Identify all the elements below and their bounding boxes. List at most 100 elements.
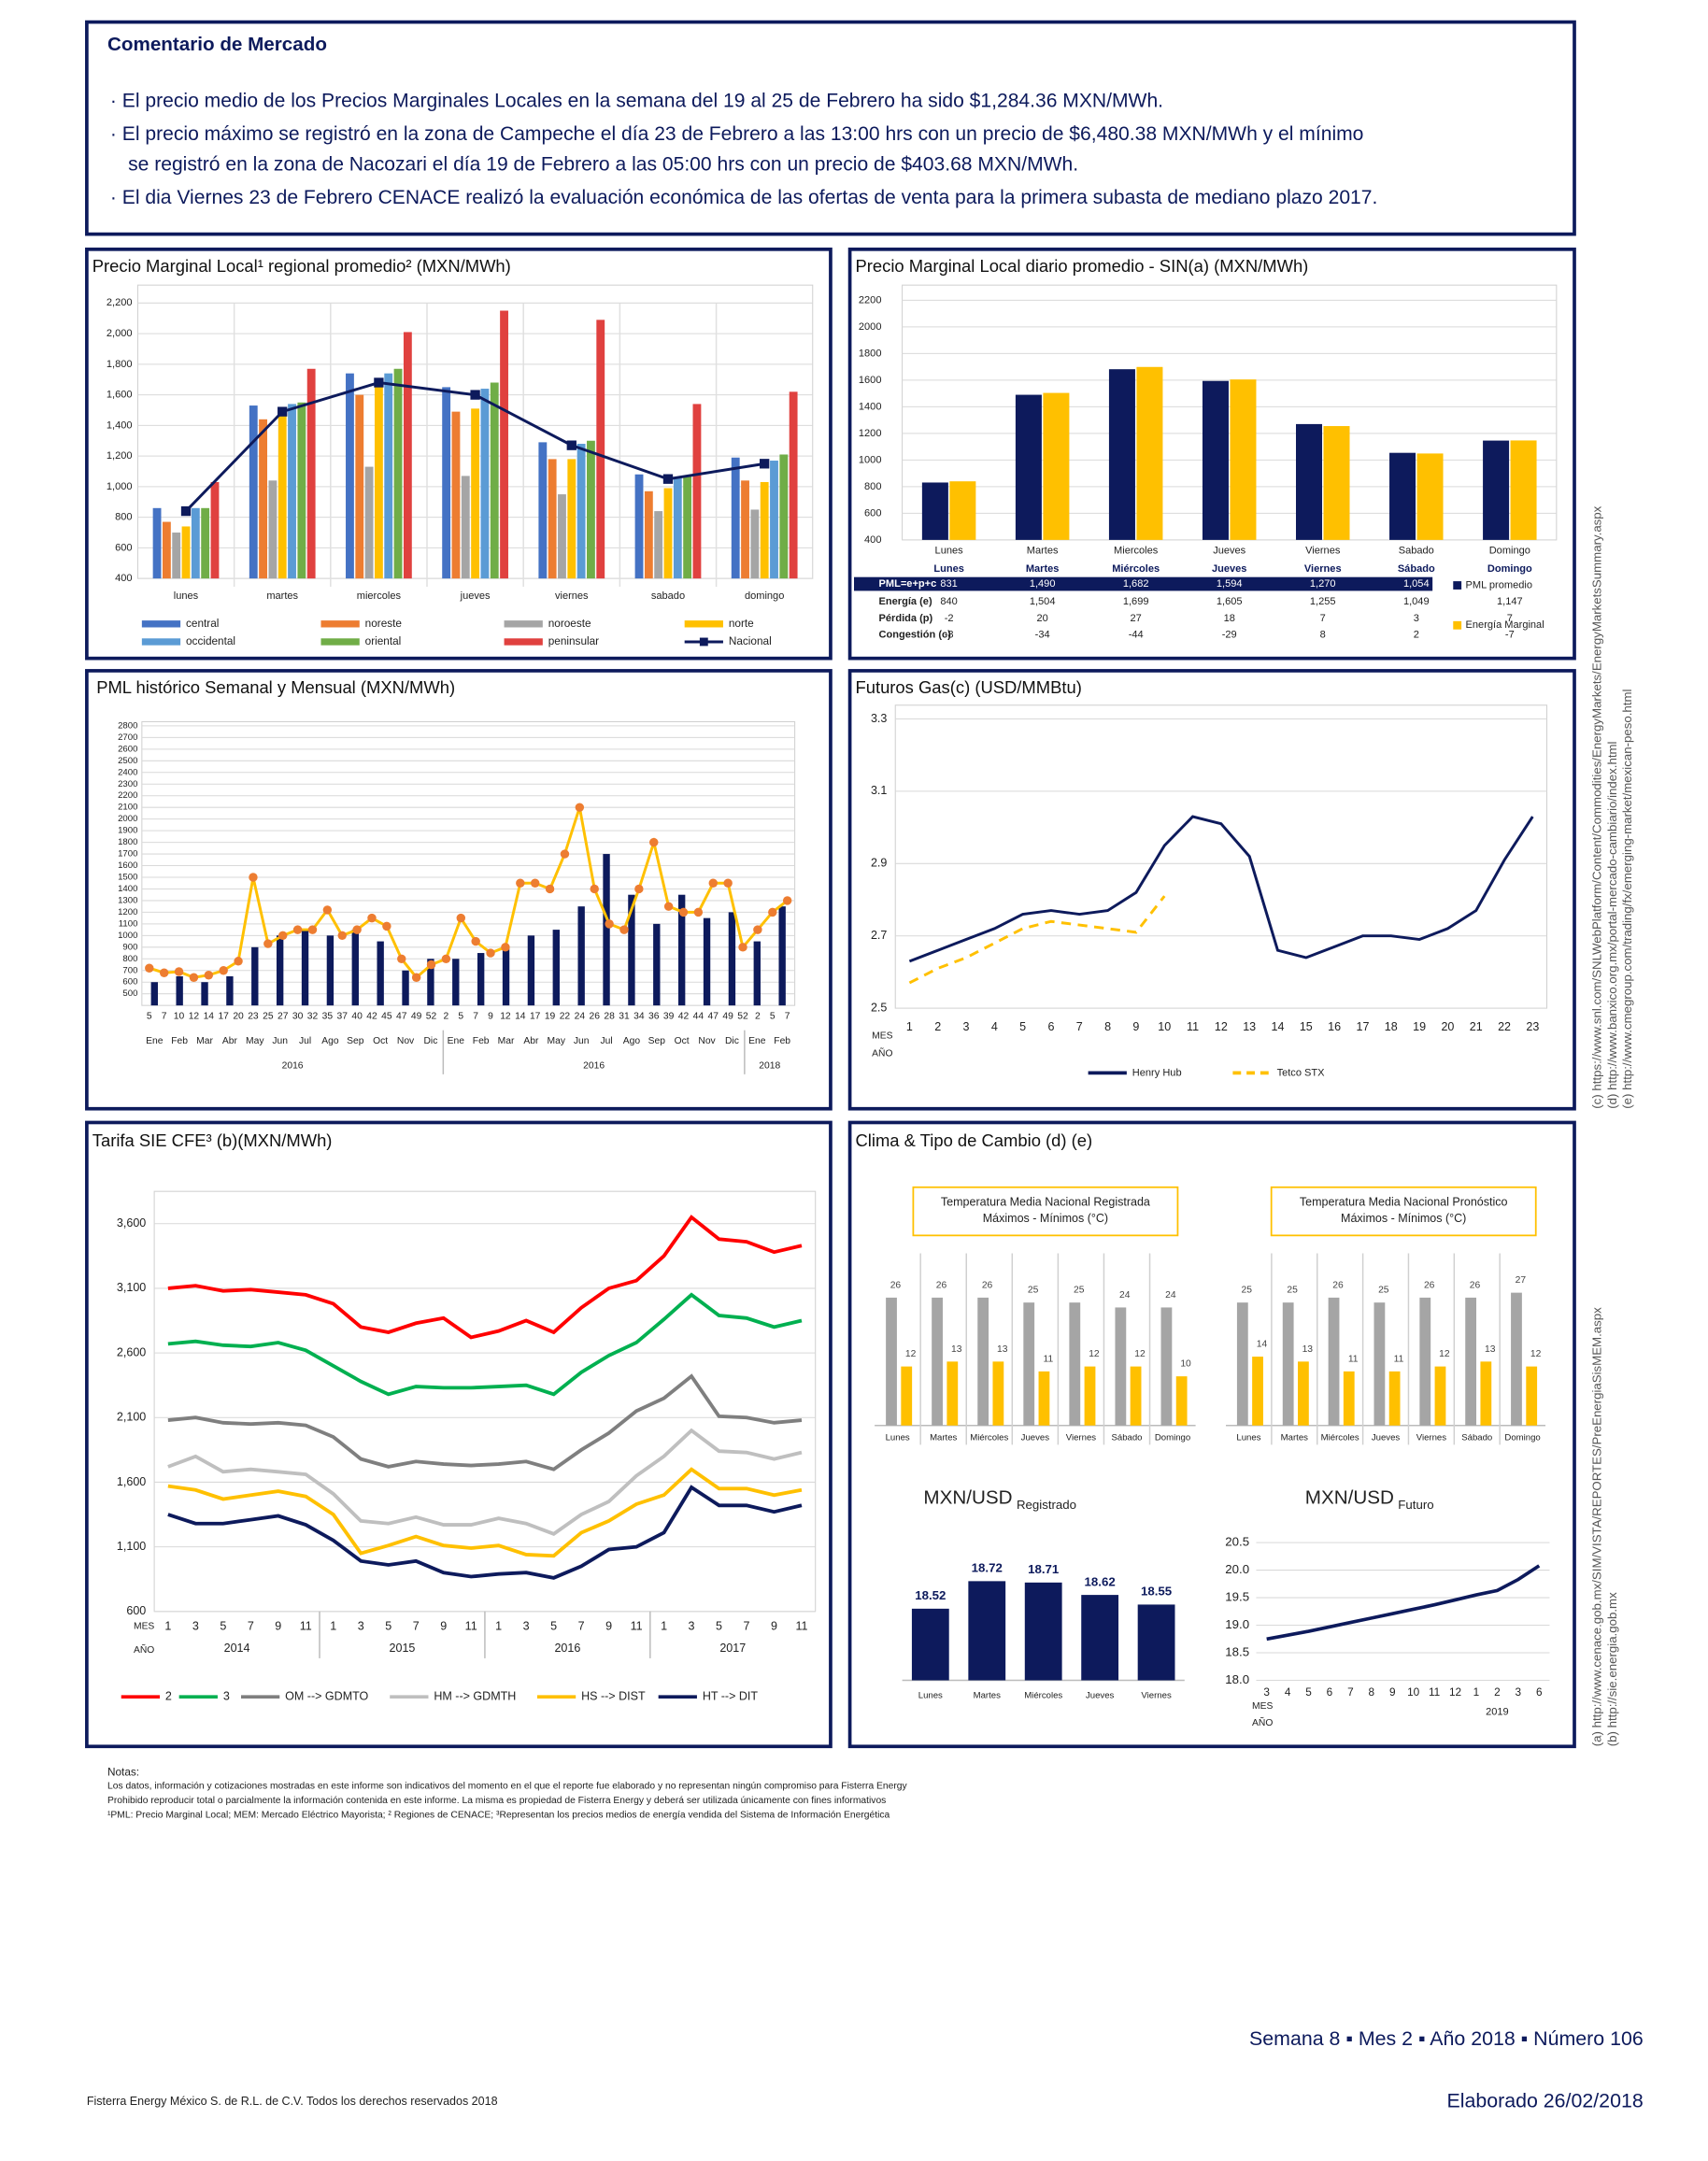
y-tick-label: 2400	[118, 767, 137, 777]
company: Fisterra Energy México S. de R.L. de C.V…	[87, 2095, 498, 2108]
panel	[847, 669, 1576, 1111]
x-tick-label: 9	[1389, 1686, 1396, 1699]
bar	[162, 521, 171, 579]
line-marker	[382, 921, 391, 931]
y-tick-label: 600	[864, 507, 881, 519]
x-tick-label: Jueves	[1213, 546, 1245, 557]
bar	[249, 405, 258, 579]
data-label: 14	[1257, 1340, 1268, 1350]
year-label: 2014	[224, 1642, 250, 1655]
y-tick-label: 1100	[119, 918, 138, 929]
bar	[576, 444, 586, 579]
bar	[374, 379, 383, 579]
bar	[753, 941, 761, 1006]
y-tick-label: 1900	[118, 826, 137, 836]
legend-label: oriental	[365, 635, 402, 647]
data-label: 13	[951, 1344, 962, 1355]
y-tick-label: 2300	[118, 779, 137, 789]
month-label: Dic	[725, 1036, 739, 1046]
x-tick-label: 7	[473, 1012, 478, 1022]
bar	[1252, 1357, 1263, 1426]
data-label: 27	[1516, 1275, 1527, 1286]
bar	[1084, 1366, 1096, 1426]
x-tick-label: 44	[693, 1012, 705, 1022]
bar	[1434, 1366, 1446, 1426]
bar	[577, 906, 585, 1006]
table-cell: 1,682	[1123, 578, 1149, 590]
bar	[403, 332, 412, 579]
x-tick-label: 11	[300, 1619, 312, 1632]
bar	[1374, 1302, 1386, 1426]
year-label: 2019	[1486, 1706, 1509, 1717]
legend-swatch	[1453, 620, 1462, 630]
y-tick-label: 900	[122, 942, 137, 952]
data-label: 13	[1485, 1344, 1496, 1355]
line-marker	[278, 406, 288, 417]
line-marker	[470, 390, 480, 400]
y-tick-label: 600	[122, 977, 137, 988]
month-label: Feb	[473, 1036, 490, 1046]
source-url: (b) http://sie.energia.gob.mx	[1605, 1592, 1619, 1746]
y-tick-label: 2.9	[871, 857, 887, 870]
x-tick-label: 5	[770, 1012, 776, 1022]
legend-swatch	[1453, 581, 1462, 590]
chart-title: PML histórico Semanal y Mensual (MXN/MWh…	[96, 677, 455, 697]
bar	[992, 1361, 1004, 1426]
bar	[176, 975, 183, 1006]
x-tick-label: 8	[1369, 1686, 1375, 1699]
line	[167, 1428, 803, 1536]
table-cell: -29	[1222, 630, 1237, 641]
bar	[461, 476, 470, 579]
bar	[558, 494, 566, 579]
notes-heading: Notas:	[107, 1766, 139, 1778]
bar	[1160, 1307, 1173, 1426]
line-marker	[708, 878, 718, 888]
year-label: 2016	[554, 1642, 580, 1655]
month-label: Feb	[774, 1036, 790, 1046]
x-tick-label: miercoles	[357, 590, 402, 602]
bar	[402, 970, 409, 1006]
legend-label: 2	[165, 1690, 172, 1703]
bar	[1465, 1297, 1477, 1426]
x-tick-label: 19	[1413, 1020, 1426, 1033]
bar	[500, 310, 508, 579]
month-label: Feb	[171, 1036, 188, 1046]
x-tick-label: Viernes	[1416, 1433, 1447, 1443]
y-tick-label: 2600	[118, 744, 137, 754]
bar	[947, 1361, 959, 1426]
data-label: 18.55	[1141, 1585, 1172, 1599]
x-tick-label: 47	[708, 1012, 719, 1022]
y-tick-label: 1,100	[117, 1540, 146, 1553]
bar	[789, 391, 798, 579]
bar	[567, 459, 576, 579]
x-tick-label: Miércoles	[970, 1433, 1008, 1443]
data-label: 12	[1089, 1349, 1100, 1359]
data-label: 25	[1028, 1286, 1039, 1296]
table-highlight	[854, 576, 1433, 591]
y-tick-label: 1000	[118, 931, 137, 941]
axis-label: AÑO	[134, 1643, 154, 1656]
line-marker	[367, 913, 377, 923]
line	[167, 1485, 803, 1580]
legend-label: Nacional	[729, 635, 772, 647]
bar	[181, 526, 191, 579]
x-tick-label: 23	[248, 1012, 259, 1022]
y-tick-label: 600	[126, 1604, 146, 1617]
bar	[384, 373, 393, 579]
chart-title: Clima & Tipo de Cambio (d) (e)	[855, 1130, 1092, 1150]
source-url: (c) https://www.snl.com/SNLWebPlatform/C…	[1590, 505, 1604, 1108]
bar	[150, 982, 158, 1006]
data-label: 18.52	[915, 1588, 946, 1602]
bar	[603, 854, 610, 1006]
bar	[278, 411, 287, 579]
line-marker	[782, 896, 792, 905]
x-tick-label: Jueves	[1086, 1690, 1115, 1700]
bar	[673, 477, 682, 579]
y-tick-label: 1,200	[107, 450, 133, 462]
x-tick-label: 10	[1158, 1020, 1171, 1033]
data-label: 25	[1378, 1286, 1389, 1296]
bar	[1323, 426, 1350, 540]
data-label: 12	[1439, 1349, 1450, 1359]
y-tick-label: 2200	[859, 294, 882, 306]
year-label: 2016	[583, 1061, 605, 1072]
